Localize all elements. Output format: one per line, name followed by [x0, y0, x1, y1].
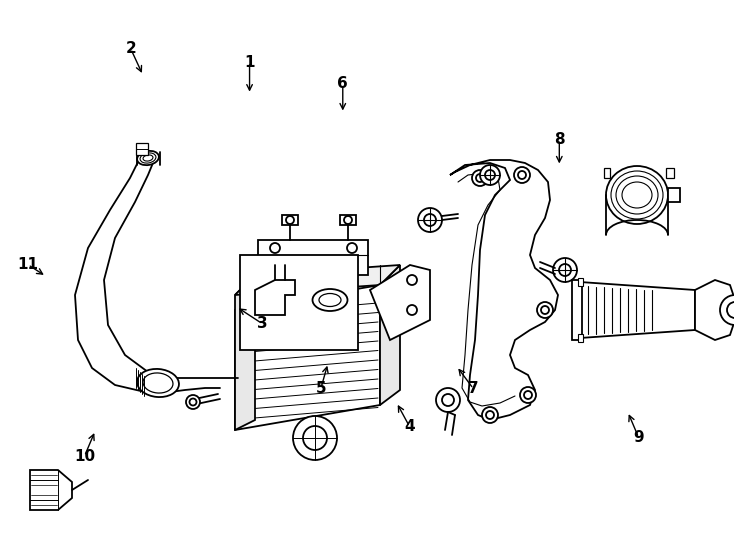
Circle shape	[293, 416, 337, 460]
Circle shape	[424, 214, 436, 226]
Circle shape	[347, 243, 357, 253]
Circle shape	[553, 258, 577, 282]
Text: 10: 10	[74, 449, 95, 464]
Ellipse shape	[140, 153, 156, 163]
Bar	[240, 255, 358, 350]
Polygon shape	[695, 280, 734, 340]
Polygon shape	[370, 265, 430, 340]
Polygon shape	[30, 470, 72, 510]
Bar	[668, 188, 680, 202]
Circle shape	[482, 407, 498, 423]
Bar	[258, 240, 368, 275]
Polygon shape	[450, 160, 558, 420]
Circle shape	[541, 306, 549, 314]
Bar	[666, 168, 674, 178]
Circle shape	[476, 174, 484, 182]
Text: 9: 9	[633, 430, 644, 445]
Bar	[578, 334, 583, 342]
Bar	[136, 143, 148, 155]
Ellipse shape	[622, 182, 652, 208]
Bar	[604, 168, 610, 178]
Circle shape	[436, 388, 460, 412]
Polygon shape	[235, 265, 400, 295]
Text: 3: 3	[258, 316, 268, 332]
Ellipse shape	[137, 151, 159, 165]
Ellipse shape	[616, 176, 658, 214]
Circle shape	[418, 208, 442, 232]
Circle shape	[407, 275, 417, 285]
Polygon shape	[580, 282, 695, 338]
Ellipse shape	[143, 155, 153, 161]
Circle shape	[720, 295, 734, 325]
Ellipse shape	[606, 166, 668, 224]
Text: 7: 7	[468, 381, 479, 396]
Circle shape	[518, 171, 526, 179]
Circle shape	[472, 170, 488, 186]
Circle shape	[486, 411, 494, 419]
Bar	[578, 278, 583, 286]
Ellipse shape	[611, 171, 663, 219]
Text: 1: 1	[244, 55, 255, 70]
Circle shape	[442, 394, 454, 406]
Text: 8: 8	[554, 132, 564, 147]
Circle shape	[189, 399, 197, 406]
Ellipse shape	[313, 289, 347, 311]
Circle shape	[727, 302, 734, 318]
Circle shape	[480, 165, 500, 185]
Ellipse shape	[137, 369, 179, 397]
Ellipse shape	[319, 294, 341, 307]
Circle shape	[186, 395, 200, 409]
Circle shape	[537, 302, 553, 318]
Polygon shape	[255, 280, 295, 315]
Text: 4: 4	[404, 419, 415, 434]
Circle shape	[303, 426, 327, 450]
Bar	[572, 280, 582, 340]
Text: 5: 5	[316, 381, 326, 396]
Circle shape	[344, 216, 352, 224]
Ellipse shape	[143, 373, 173, 393]
Polygon shape	[235, 285, 380, 430]
Circle shape	[559, 264, 571, 276]
Circle shape	[286, 216, 294, 224]
Circle shape	[514, 167, 530, 183]
Polygon shape	[235, 275, 255, 430]
Polygon shape	[380, 265, 400, 405]
Bar	[282, 215, 298, 225]
Circle shape	[270, 243, 280, 253]
Text: 6: 6	[338, 76, 348, 91]
Text: 11: 11	[18, 257, 38, 272]
Bar	[340, 215, 356, 225]
Circle shape	[524, 391, 532, 399]
Circle shape	[407, 305, 417, 315]
Circle shape	[485, 170, 495, 180]
Text: 2: 2	[126, 41, 136, 56]
Circle shape	[520, 387, 536, 403]
